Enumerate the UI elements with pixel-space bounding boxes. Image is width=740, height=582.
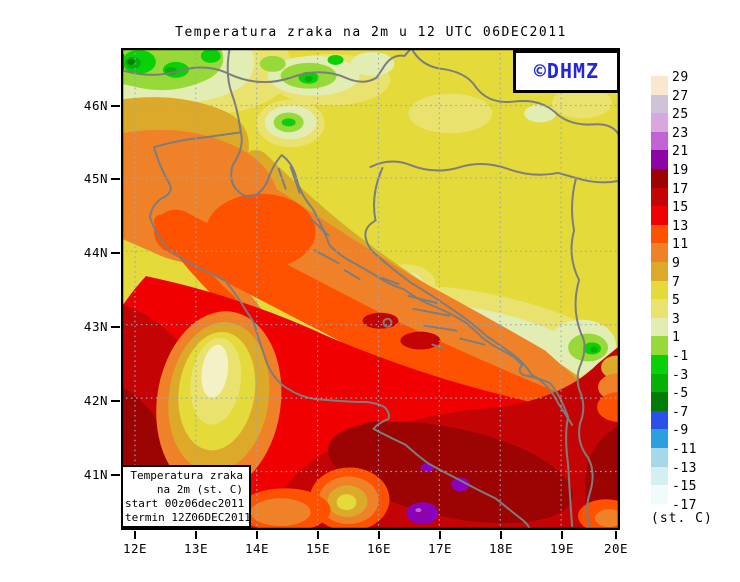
- legend-level-label: 15: [672, 200, 689, 216]
- lon-tick: [256, 531, 258, 539]
- lon-tick-label: 15E: [305, 541, 331, 556]
- legend-level-label: -5: [672, 386, 689, 402]
- lon-tick: [439, 531, 441, 539]
- run-info-box: Temperatura zraka na 2m (st. C) start 00z0…: [121, 465, 251, 528]
- lon-tick: [615, 531, 617, 539]
- legend-swatch: [651, 206, 668, 225]
- temperature-map: [121, 48, 620, 530]
- legend-swatch: [651, 466, 668, 486]
- lon-tick: [317, 531, 319, 539]
- legend-swatch: [651, 373, 668, 393]
- legend-swatch: [651, 76, 668, 95]
- legend-swatch: [651, 94, 668, 114]
- lon-tick-label: 18E: [488, 541, 514, 556]
- lon-tick-label: 12E: [122, 541, 148, 556]
- lat-tick-label: 45N: [83, 171, 108, 186]
- legend-swatch: [651, 113, 668, 132]
- legend-swatch: [651, 280, 668, 300]
- legend-level-label: -3: [672, 367, 689, 383]
- legend-swatch: [651, 336, 668, 355]
- legend-level-label: 29: [672, 70, 689, 85]
- lon-tick: [134, 531, 136, 539]
- legend-level-label: 9: [672, 256, 681, 271]
- legend-level-label: 27: [672, 88, 689, 104]
- legend-unit-label: (st. C): [651, 511, 713, 526]
- legend-level-label: 11: [672, 237, 689, 253]
- lon-tick-label: 17E: [427, 541, 453, 556]
- legend-level-label: -13: [672, 460, 697, 476]
- map-panel: [121, 48, 620, 530]
- legend-level-label: 13: [672, 218, 689, 234]
- legend-swatch: [651, 392, 668, 411]
- lat-tick-label: 41N: [83, 467, 108, 482]
- lat-tick-label: 46N: [83, 98, 108, 113]
- lat-tick-label: 42N: [83, 393, 108, 408]
- legend-level-label: -1: [672, 349, 689, 364]
- legend-swatch: [651, 355, 668, 374]
- legend-swatch: [651, 429, 668, 448]
- legend-level-label: 19: [672, 163, 689, 178]
- legend-level-label: -17: [672, 497, 697, 513]
- lon-tick: [500, 531, 502, 539]
- legend-level-label: 3: [672, 311, 681, 327]
- legend-level-label: 17: [672, 181, 689, 197]
- page-title: Temperatura zraka na 2m u 12 UTC 06DEC20…: [175, 25, 567, 40]
- legend-level-label: 25: [672, 107, 689, 123]
- lon-tick: [378, 531, 380, 539]
- legend-swatch: [651, 131, 668, 151]
- lon-tick-label: 19E: [549, 541, 575, 556]
- lat-tick: [111, 474, 120, 476]
- lon-tick: [561, 531, 563, 539]
- lon-tick-label: 16E: [366, 541, 392, 556]
- legend-swatch: [651, 243, 668, 262]
- legend-level-label: -7: [672, 404, 689, 420]
- legend-swatch: [651, 150, 668, 169]
- legend-swatch: [651, 448, 668, 467]
- lon-tick-label: 14E: [244, 541, 270, 556]
- lat-tick-label: 44N: [83, 245, 108, 260]
- legend-swatch: [651, 485, 668, 504]
- legend-level-label: 1: [672, 330, 681, 346]
- lat-tick: [111, 326, 120, 328]
- graticule: [121, 48, 620, 530]
- info-box-line: start 00z06dec2011: [125, 497, 245, 510]
- lat-tick-label: 43N: [83, 319, 108, 334]
- legend-swatch: [651, 224, 668, 244]
- legend-level-label: 21: [672, 144, 689, 160]
- legend-level-label: -9: [672, 423, 689, 439]
- lat-tick: [111, 105, 120, 107]
- lon-tick-label: 20E: [603, 541, 629, 556]
- legend-level-label: 5: [672, 293, 681, 309]
- lat-tick: [111, 400, 120, 402]
- info-box-line: termin 12Z06DEC2011: [125, 511, 251, 524]
- legend-level-label: 23: [672, 125, 689, 141]
- legend-level-label: -11: [672, 442, 697, 457]
- legend-swatch: [651, 187, 668, 207]
- lon-tick-label: 13E: [183, 541, 209, 556]
- legend-swatch: [651, 410, 668, 430]
- dhmz-watermark: ©DHMZ: [513, 50, 620, 93]
- legend-swatch: [651, 317, 668, 337]
- legend-level-label: -15: [672, 479, 697, 495]
- lon-tick: [195, 531, 197, 539]
- lat-tick: [111, 252, 120, 254]
- legend-level-label: 7: [672, 274, 681, 290]
- coastlines-borders: [121, 48, 620, 530]
- info-box-line: na 2m (st. C): [156, 483, 243, 496]
- info-box-line: Temperatura zraka: [130, 469, 243, 482]
- legend-swatch: [651, 299, 668, 318]
- legend-swatch: [651, 262, 668, 281]
- lat-tick: [111, 178, 120, 180]
- legend-swatch: [651, 169, 668, 188]
